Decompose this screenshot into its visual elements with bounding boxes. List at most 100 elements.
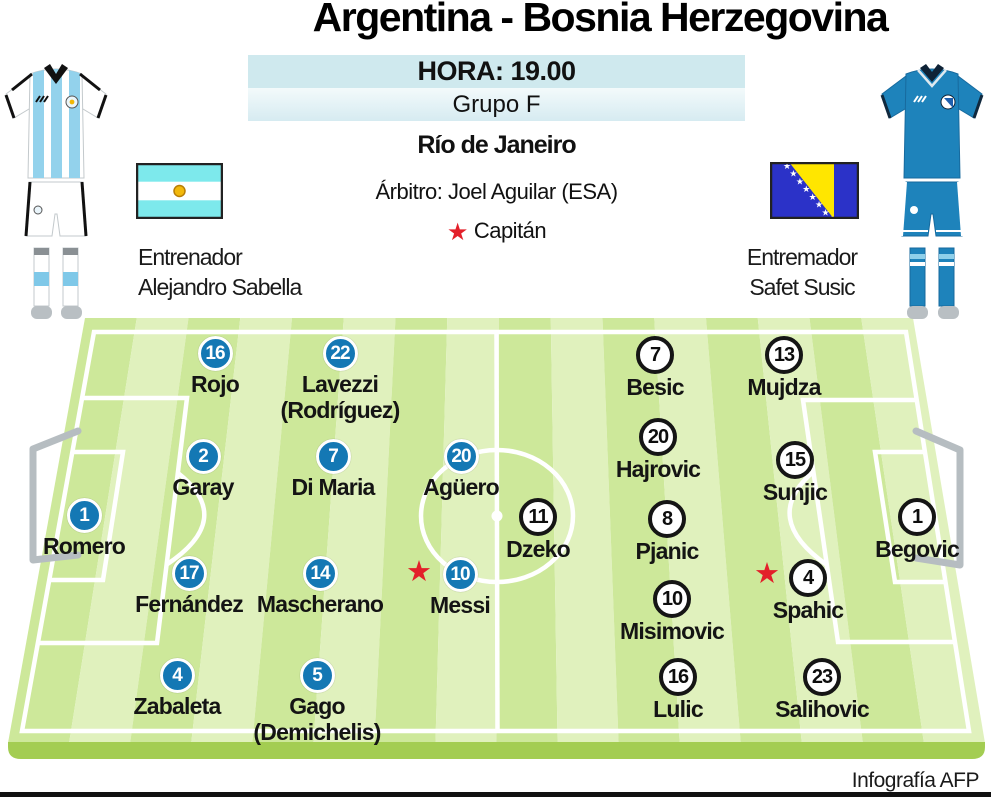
svg-text:★: ★ [802,185,810,195]
svg-text:★: ★ [783,162,791,172]
player-name: Spahic [772,597,844,623]
player-name: Pjanic [635,538,700,564]
coach-label: Entrenador [138,244,243,270]
referee-label: Árbitro: Joel Aguilar (ESA) [375,179,618,204]
player-name: Di Maria [291,474,375,500]
player-messi: ★ 10 Messi [360,557,560,618]
player-name: Garay [172,474,234,500]
player-pjanic: 8 Pjanic [567,500,767,564]
player-number-badge: 2 [185,439,221,474]
player-name: Dzeko [506,536,571,562]
player-garay: 2 Garay [103,439,303,500]
left-penalty-box [37,395,190,646]
player-number-badge: 22 [322,336,358,371]
left-penalty-arc [164,471,207,567]
player-lulic: 16 Lulic [578,658,778,722]
group-band [248,88,745,121]
bottom-rule [0,792,991,797]
player-fern-ndez: 17 Fernández [89,556,289,617]
venue-label: Río de Janeiro [417,131,576,159]
player-name: Mascherano [256,591,384,617]
player-number-badge: 10 [442,557,478,592]
player-name: Hajrovic [615,456,701,482]
player-number-badge: 16 [197,336,233,371]
player-number-badge: 4 [789,559,827,597]
player-number-badge: 15 [776,441,814,479]
svg-text:★: ★ [789,170,797,180]
player-dzeko: 11 Dzeko [438,498,638,562]
player-number-badge: 7 [636,336,674,374]
captain-legend-text: Capitán [473,218,547,243]
time-band [248,55,745,88]
player-zabaleta: 4 Zabaleta [77,658,277,719]
center-circle [418,447,576,585]
player-name: Mujdza [747,374,821,400]
pitch-stripe [69,318,189,743]
right-goal [912,427,964,569]
player-misimovic: 10 Misimovic [572,580,772,644]
player-sunjic: 15 Sunjic [695,441,895,505]
player-name: Rojo [191,371,240,397]
player-number-badge: 4 [159,658,195,693]
right-penalty-arc [787,470,829,567]
player-number-badge: 23 [803,658,841,696]
captain-star-icon: ★ [446,219,469,246]
player-name: Besic [626,374,684,400]
credit: Infografía AFP [851,769,980,792]
bosnia-kit-icon [880,64,984,319]
center-spot [491,510,503,522]
kickoff-time: HORA: 19.00 [417,56,576,86]
player-name-alt: (Rodríguez) [280,397,401,423]
player-name: Begovic [875,536,960,562]
svg-text:★: ★ [796,177,804,187]
bosnia-coach: Entremador Safet Susic [702,242,902,302]
svg-text:★: ★ [815,201,823,211]
player-number-badge: 5 [299,658,335,693]
page-title: Argentina - Bosnia Herzegovina [312,0,889,40]
player-number-badge: 1 [898,498,936,536]
player-number-badge: 1 [66,498,102,533]
right-goal-area [872,449,946,585]
svg-text:★: ★ [822,208,830,218]
player-name: Salihovic [775,696,870,722]
player-begovic: 1 Begovic [817,498,991,562]
player-salihovic: 23 Salihovic [722,658,922,722]
player-name: Gago [289,693,345,719]
coach-label: Entremador [746,244,858,270]
captain-star-icon: ★ [406,556,432,588]
player-ag-ero: 20 Agüero [361,439,561,500]
player-number-badge: 17 [171,556,207,591]
bosnia-flag: ★★★ ★★★ ★★ [770,162,859,219]
argentina-kit-icon [4,64,108,319]
player-name: Sunjic [762,479,828,505]
player-hajrovic: 20 Hajrovic [558,418,758,482]
player-rojo: 16 Rojo [115,336,315,397]
player-name: Messi [430,592,491,618]
player-name: Romero [42,533,126,559]
pitch-stripe [654,318,741,743]
player-gago: 5 Gago (Demichelis) [217,658,417,745]
player-number-badge: 16 [659,658,697,696]
player-mascherano: 14 Mascherano [220,556,420,617]
player-romero: 1 Romero [0,498,184,559]
coach-name: Alejandro Sabella [138,274,302,300]
right-penalty-box [800,397,956,645]
pitch-stripe [252,318,344,743]
player-number-badge: 20 [443,439,479,474]
argentina-coach: Entrenador Alejandro Sabella [138,242,302,302]
player-number-badge: 8 [648,500,686,538]
captain-legend: ★ Capitán [248,218,745,247]
player-number-badge: 10 [653,580,691,618]
player-lavezzi: 22 Lavezzi (Rodríguez) [240,336,440,423]
halfway-line [494,331,500,732]
player-name-alt: (Demichelis) [253,719,381,745]
pitch-stripe [191,318,292,743]
left-goal [29,427,82,564]
player-di-maria: 7 Di Maria [233,439,433,500]
svg-text:★: ★ [809,193,817,203]
player-number-badge: 7 [315,439,351,474]
argentina-flag [136,163,223,219]
pitch-front-edge [8,742,985,759]
player-mujdza: 13 Mujdza [684,336,884,400]
